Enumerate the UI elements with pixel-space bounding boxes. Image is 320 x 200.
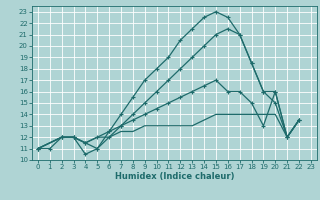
X-axis label: Humidex (Indice chaleur): Humidex (Indice chaleur) xyxy=(115,172,234,181)
